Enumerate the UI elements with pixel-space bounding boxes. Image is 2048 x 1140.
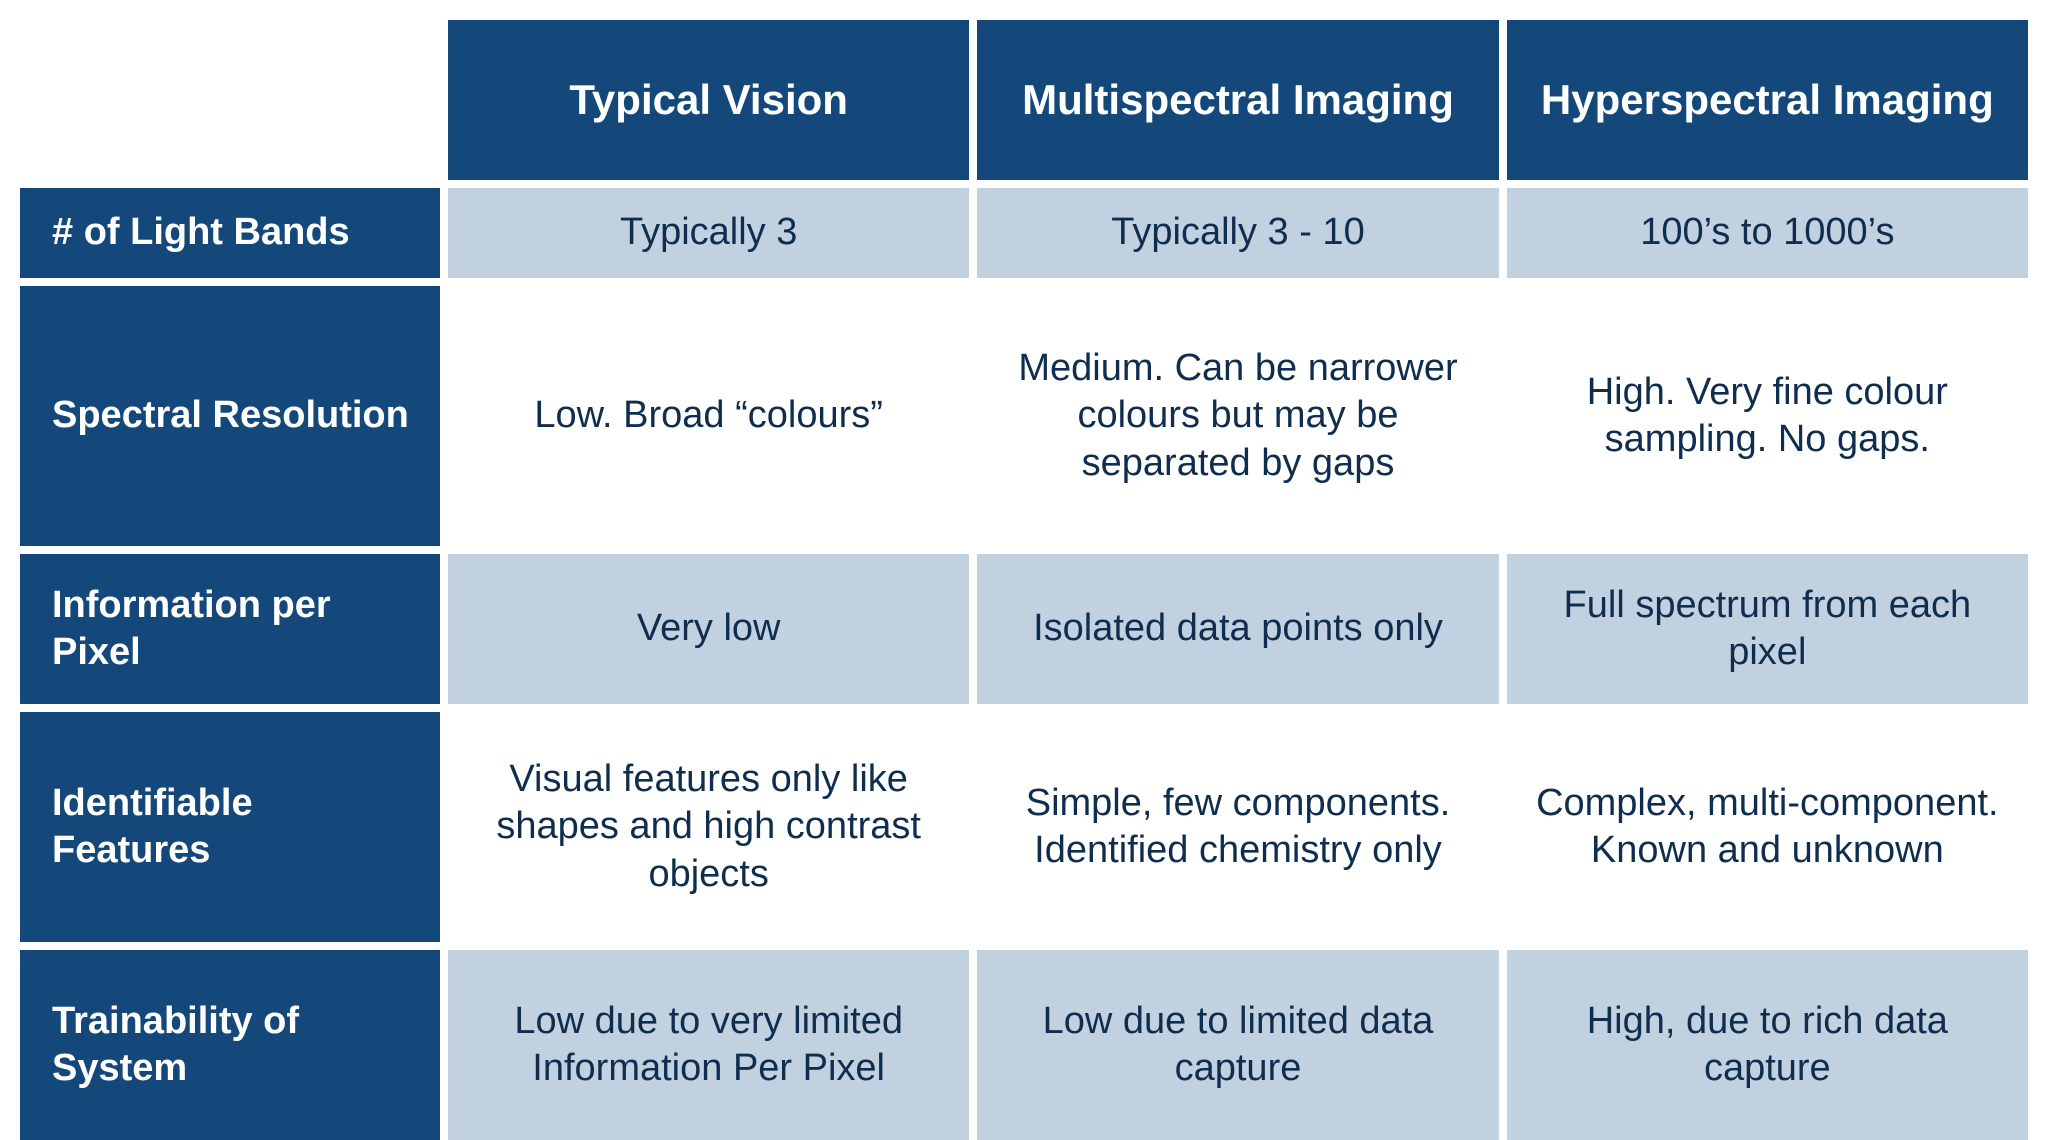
row-header-info-per-pixel: Information per Pixel xyxy=(20,554,440,704)
col-header-typical-vision: Typical Vision xyxy=(448,20,969,180)
table-cell: Isolated data points only xyxy=(977,554,1498,704)
table-cell: 100’s to 1000’s xyxy=(1507,188,2028,278)
col-header-multispectral: Multispectral Imaging xyxy=(977,20,1498,180)
table-cell: Medium. Can be narrower colours but may … xyxy=(977,286,1498,546)
table-cell: Visual features only like shapes and hig… xyxy=(448,712,969,942)
row-header-identifiable-features: Identifiable Features xyxy=(20,712,440,942)
table-cell: Typically 3 - 10 xyxy=(977,188,1498,278)
table-cell: Low. Broad “colours” xyxy=(448,286,969,546)
table-cell: Very low xyxy=(448,554,969,704)
row-header-spectral-resolution: Spectral Resolution xyxy=(20,286,440,546)
table-cell: Low due to very limited Information Per … xyxy=(448,950,969,1140)
row-header-trainability: Trainability of System xyxy=(20,950,440,1140)
table-cell: Complex, multi-component. Known and unkn… xyxy=(1507,712,2028,942)
table-cell: High, due to rich data capture xyxy=(1507,950,2028,1140)
row-header-light-bands: # of Light Bands xyxy=(20,188,440,278)
table-cell: Low due to limited data capture xyxy=(977,950,1498,1140)
table-cell: Typically 3 xyxy=(448,188,969,278)
table-cell: Simple, few components. Identified chemi… xyxy=(977,712,1498,942)
table-cell: Full spectrum from each pixel xyxy=(1507,554,2028,704)
table-corner xyxy=(20,20,440,180)
table-cell: High. Very fine colour sampling. No gaps… xyxy=(1507,286,2028,546)
comparison-table: Typical Vision Multispectral Imaging Hyp… xyxy=(20,20,2028,1112)
col-header-hyperspectral: Hyperspectral Imaging xyxy=(1507,20,2028,180)
